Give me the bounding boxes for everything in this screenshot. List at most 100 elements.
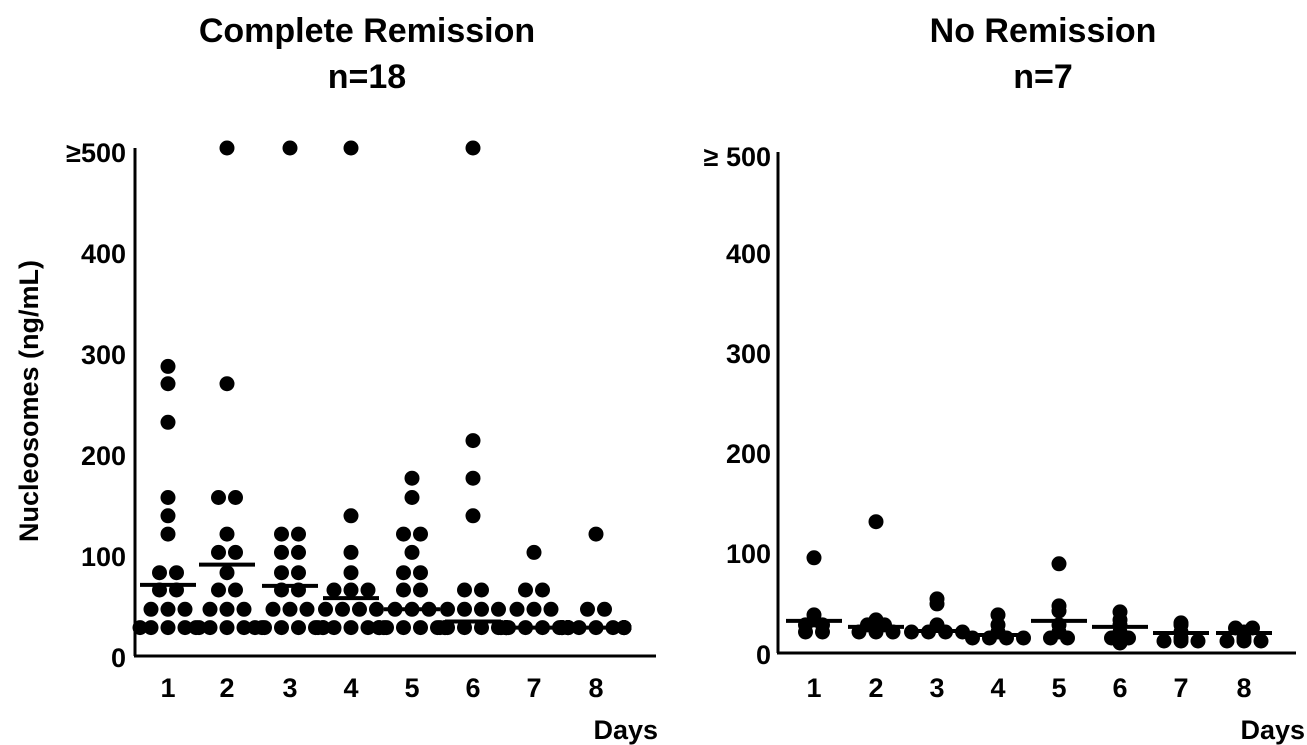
data-point <box>404 490 420 505</box>
data-point <box>580 601 595 617</box>
data-point <box>211 544 226 560</box>
data-point <box>868 514 884 530</box>
x-tick-label: 5 <box>404 673 419 703</box>
data-point <box>929 591 945 607</box>
panel-complete-remission: Complete Remission n=18 Nucleosomes (ng/… <box>14 12 658 745</box>
data-point <box>219 620 235 636</box>
x-tick-label: 4 <box>343 673 358 703</box>
data-point <box>211 582 226 598</box>
data-point <box>160 620 176 636</box>
y-tick-label: 0 <box>756 640 771 670</box>
data-point <box>597 601 612 617</box>
data-point <box>457 601 472 617</box>
panel-no-remission: No Remission n=7 0 100 200 300 400 ≥ 500… <box>704 12 1305 745</box>
data-point <box>1253 633 1269 649</box>
data-point <box>160 376 176 392</box>
data-point <box>806 607 822 623</box>
data-point <box>360 620 376 636</box>
data-point <box>219 140 235 156</box>
y-tick-label: 400 <box>726 239 771 269</box>
data-point <box>588 526 604 542</box>
data-point <box>265 601 281 617</box>
data-point <box>1156 633 1172 649</box>
data-point <box>343 508 359 524</box>
data-point <box>457 582 472 598</box>
data-point <box>396 526 411 542</box>
data-point <box>326 582 342 598</box>
data-point <box>143 620 159 636</box>
data-point <box>219 376 235 392</box>
data-point <box>379 620 394 636</box>
data-point <box>868 612 884 628</box>
data-point <box>440 620 455 636</box>
data-point <box>1051 598 1067 614</box>
x-tick-label: 1 <box>160 673 175 703</box>
data-point <box>404 470 420 486</box>
data-point <box>526 544 542 560</box>
data-point <box>257 620 272 636</box>
data-point <box>343 544 359 560</box>
data-point <box>343 620 359 636</box>
x-tick-label: 4 <box>990 673 1005 703</box>
data-marks <box>132 140 632 636</box>
data-point <box>491 601 506 617</box>
data-point <box>474 582 489 598</box>
y-tick-label: 200 <box>726 439 771 469</box>
data-point <box>457 620 472 636</box>
data-point <box>335 601 350 617</box>
y-tick-label: 100 <box>726 539 771 569</box>
data-point <box>274 620 289 636</box>
data-point <box>526 601 542 617</box>
x-tick-label: 8 <box>1236 673 1251 703</box>
data-point <box>543 601 559 617</box>
y-tick-label: ≥500 <box>66 138 126 168</box>
data-marks <box>786 514 1272 651</box>
data-point <box>318 601 333 617</box>
data-point <box>299 601 315 617</box>
y-tick-labels: 0 100 200 300 400 ≥500 <box>66 138 126 673</box>
data-point <box>219 526 235 542</box>
data-point <box>169 565 184 581</box>
data-point <box>177 601 193 617</box>
data-point <box>160 601 176 617</box>
data-point <box>274 565 289 581</box>
data-point <box>282 140 298 156</box>
data-point <box>202 620 218 636</box>
data-point <box>465 140 481 156</box>
data-point <box>474 601 489 617</box>
data-point <box>1219 633 1235 649</box>
data-point <box>404 544 420 560</box>
y-tick-label: 300 <box>726 339 771 369</box>
data-point <box>160 358 176 374</box>
data-point <box>315 620 331 636</box>
data-point <box>177 620 193 636</box>
data-point <box>343 582 359 598</box>
data-point <box>191 620 207 636</box>
data-point <box>1190 633 1206 649</box>
data-point <box>160 414 176 430</box>
data-point <box>291 526 306 542</box>
x-tick-label: 3 <box>929 673 944 703</box>
data-point <box>228 544 243 560</box>
data-point <box>1112 604 1128 620</box>
data-point <box>132 620 148 636</box>
y-tick-label: 100 <box>81 542 126 572</box>
data-point <box>396 565 411 581</box>
data-point <box>929 617 945 633</box>
data-point <box>343 140 359 156</box>
data-point <box>291 620 306 636</box>
y-tick-label: 0 <box>111 643 126 673</box>
data-point <box>291 565 306 581</box>
x-tick-label: 8 <box>588 673 603 703</box>
chart-title: Complete Remission <box>199 12 535 50</box>
data-point <box>413 620 428 636</box>
data-point <box>1051 556 1067 572</box>
data-point <box>160 508 176 524</box>
data-point <box>236 620 252 636</box>
y-tick-label: 200 <box>81 441 126 471</box>
x-tick-label: 3 <box>282 673 297 703</box>
data-point <box>396 620 411 636</box>
data-point <box>152 565 167 581</box>
data-point <box>806 550 822 566</box>
